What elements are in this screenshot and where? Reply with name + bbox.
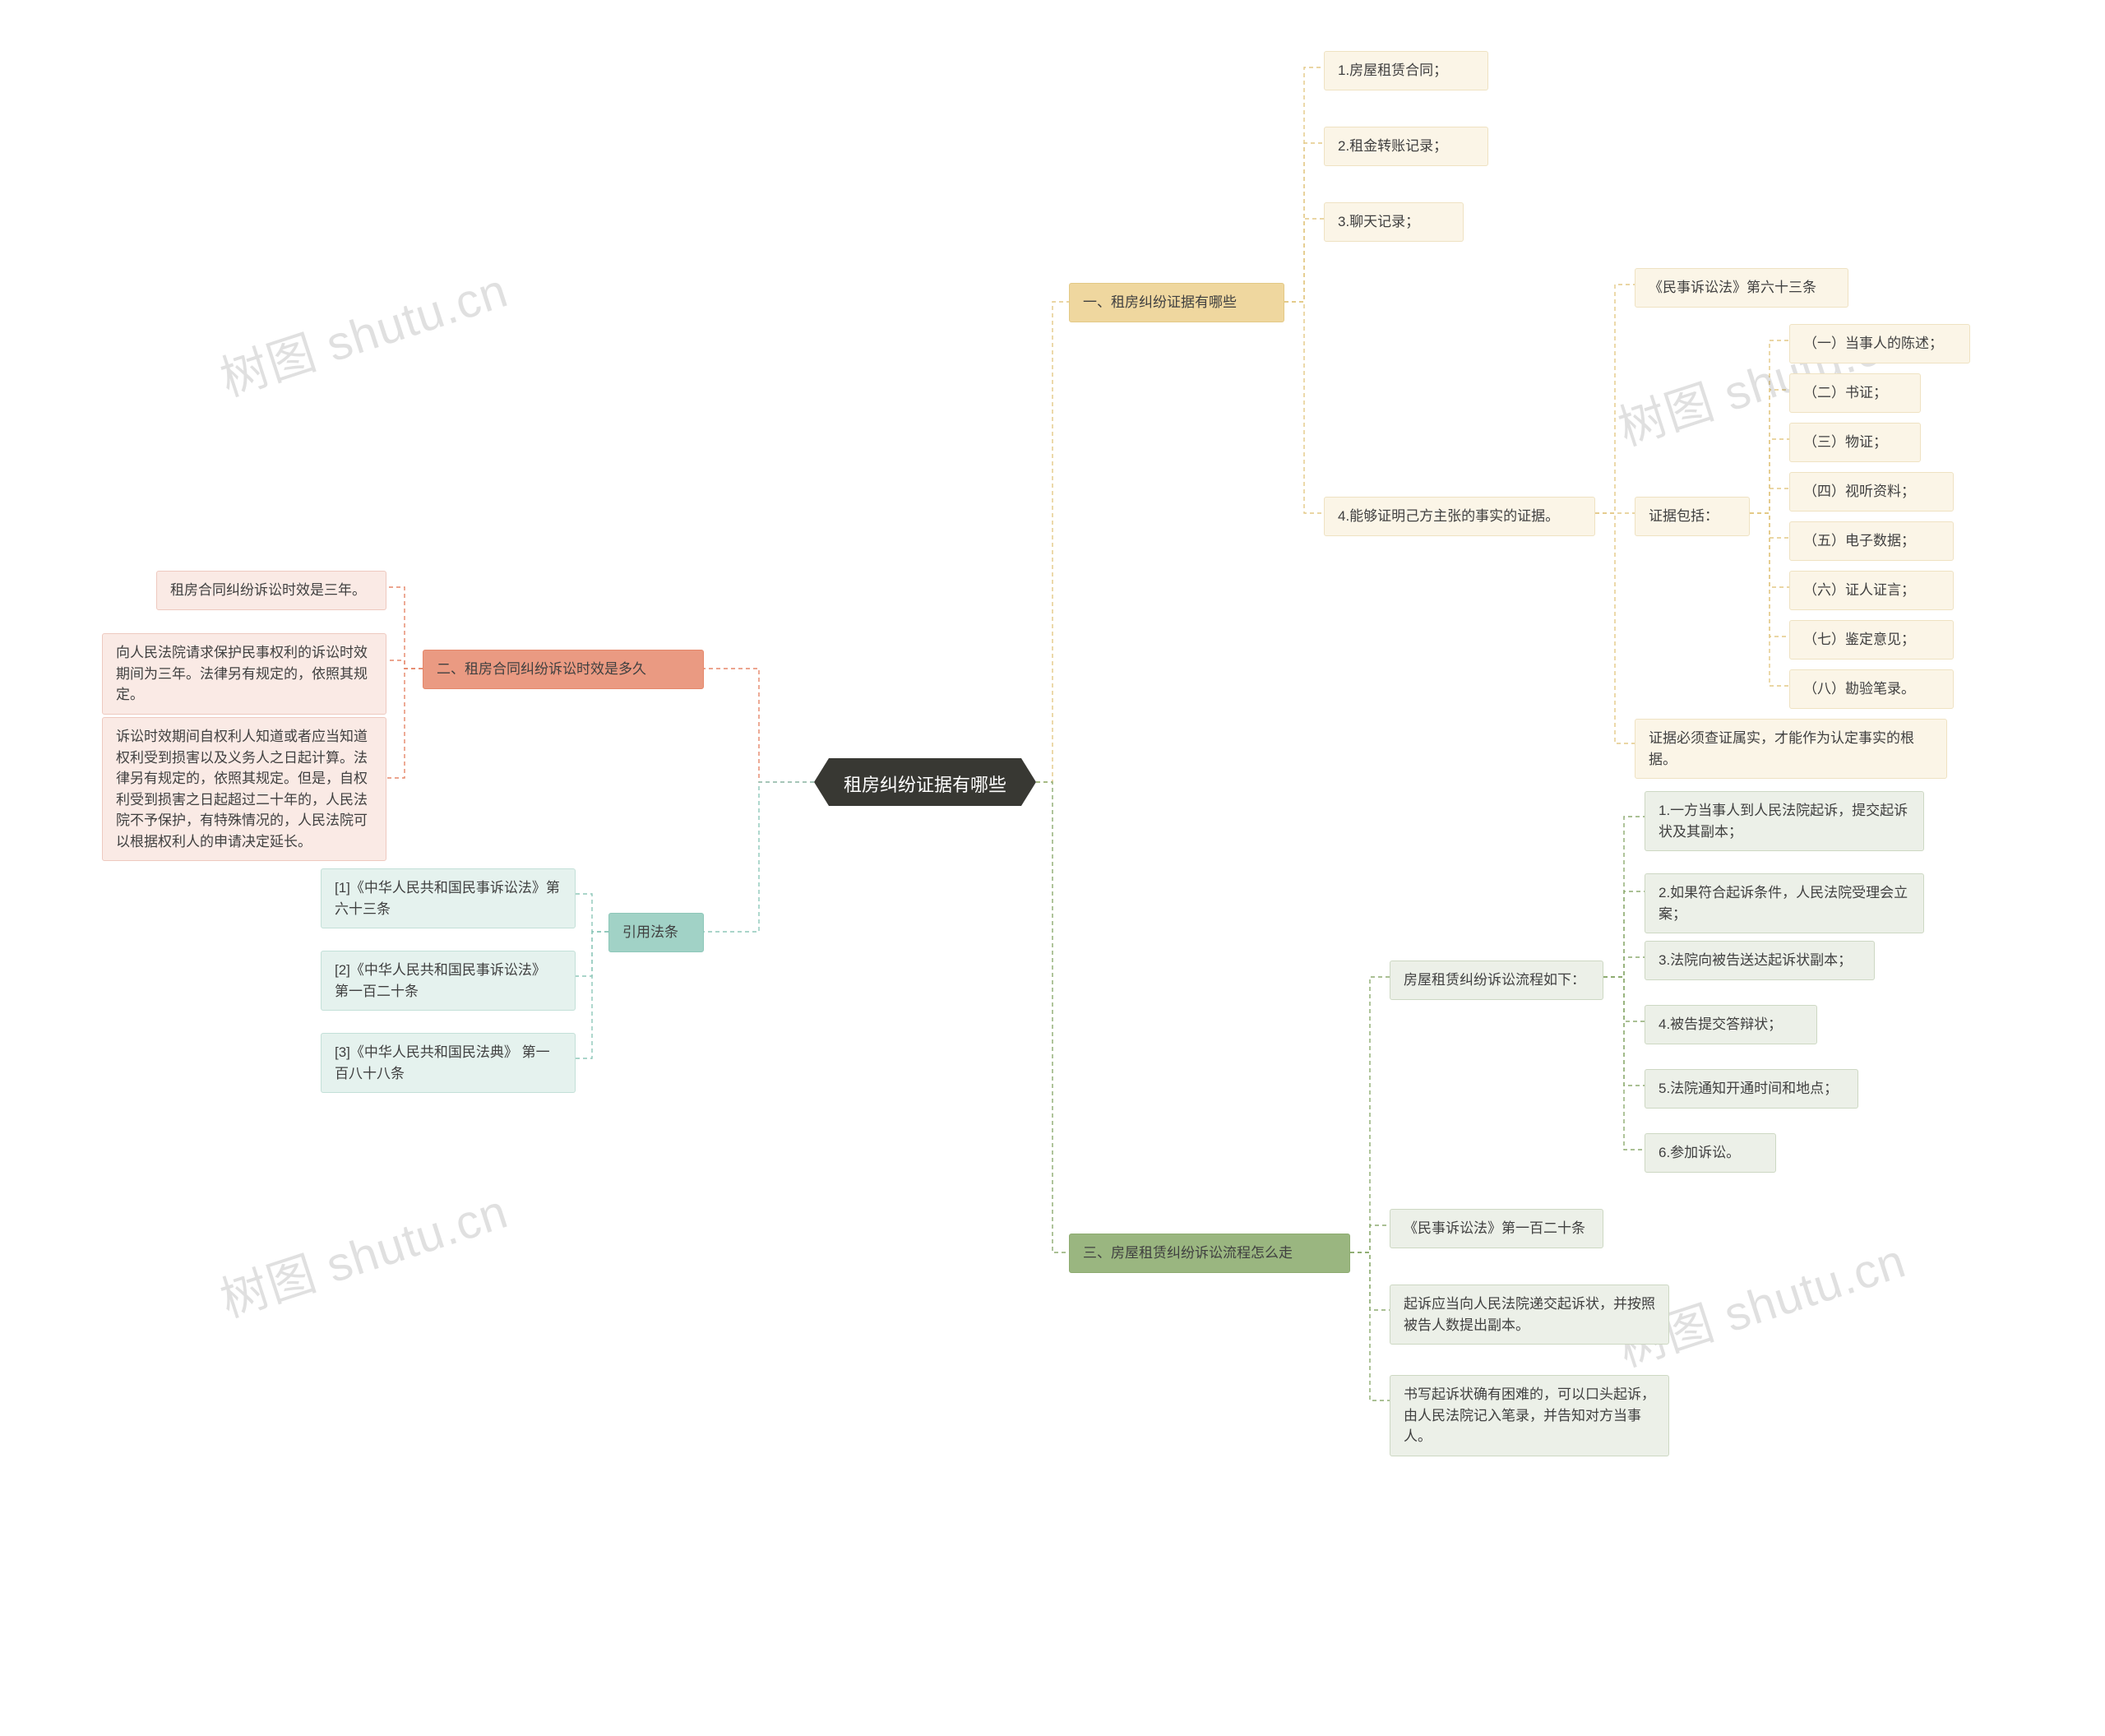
branch-1-item: （五）电子数据； [1789,521,1954,561]
branch-1-item: （六）证人证言； [1789,571,1954,610]
branch-1-item: 证据必须查证属实，才能作为认定事实的根据。 [1635,719,1947,779]
watermark: 树图 shutu.cn [210,252,516,410]
branch-1-item: 《民事诉讼法》第六十三条 [1635,268,1848,308]
branch-1-item: （三）物证； [1789,423,1921,462]
branch-1: 一、租房纠纷证据有哪些 [1069,283,1284,322]
branch-2: 二、租房合同纠纷诉讼时效是多久 [423,650,704,689]
branch-4-item: [1]《中华人民共和国民事诉讼法》第六十三条 [321,868,576,928]
connector-layer [0,0,2105,1736]
branch-3-item: 2.如果符合起诉条件，人民法院受理会立案； [1645,873,1924,933]
branch-1-item: （八）勘验笔录。 [1789,669,1954,709]
branch-1-item: 4.能够证明己方主张的事实的证据。 [1324,497,1595,536]
branch-1-item: 证据包括： [1635,497,1750,536]
branch-2-item: 租房合同纠纷诉讼时效是三年。 [156,571,386,610]
branch-3-item: 5.法院通知开通时间和地点； [1645,1069,1858,1109]
mindmap-root: 租房纠纷证据有哪些 [814,758,1036,806]
branch-1-item: 2.租金转账记录； [1324,127,1488,166]
branch-1-item: （四）视听资料； [1789,472,1954,512]
branch-1-item: 1.房屋租赁合同； [1324,51,1488,90]
branch-3-item: 起诉应当向人民法院递交起诉状，并按照被告人数提出副本。 [1390,1285,1669,1345]
branch-4-item: [2]《中华人民共和国民事诉讼法》 第一百二十条 [321,951,576,1011]
branch-1-item: （二）书证； [1789,373,1921,413]
branch-3-item: 6.参加诉讼。 [1645,1133,1776,1173]
branch-1-item: （一）当事人的陈述； [1789,324,1970,363]
branch-2-item: 向人民法院请求保护民事权利的诉讼时效期间为三年。法律另有规定的，依照其规定。 [102,633,386,715]
branch-3-item: 书写起诉状确有困难的，可以口头起诉，由人民法院记入笔录，并告知对方当事人。 [1390,1375,1669,1456]
branch-3-item: 3.法院向被告送达起诉状副本； [1645,941,1875,980]
branch-3: 三、房屋租赁纠纷诉讼流程怎么走 [1069,1234,1350,1273]
branch-1-item: （七）鉴定意见； [1789,620,1954,660]
branch-3-item: 房屋租赁纠纷诉讼流程如下： [1390,961,1603,1000]
branch-4: 引用法条 [608,913,704,952]
branch-3-item: 《民事诉讼法》第一百二十条 [1390,1209,1603,1248]
watermark: 树图 shutu.cn [210,1173,516,1331]
branch-2-item: 诉讼时效期间自权利人知道或者应当知道权利受到损害以及义务人之日起计算。法律另有规… [102,717,386,861]
branch-3-item: 1.一方当事人到人民法院起诉，提交起诉状及其副本； [1645,791,1924,851]
branch-1-item: 3.聊天记录； [1324,202,1464,242]
branch-3-item: 4.被告提交答辩状； [1645,1005,1817,1044]
branch-4-item: [3]《中华人民共和国民法典》 第一百八十八条 [321,1033,576,1093]
